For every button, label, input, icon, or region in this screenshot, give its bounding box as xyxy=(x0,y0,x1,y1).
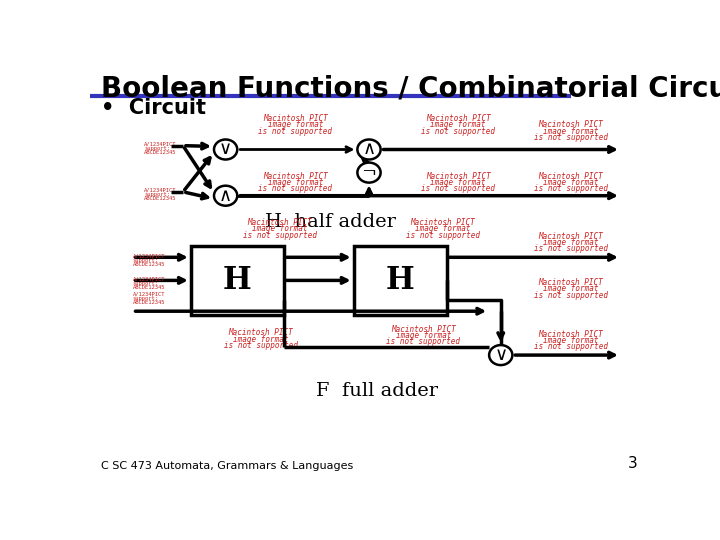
Text: support:: support: xyxy=(132,281,158,286)
Text: A/1234PICT: A/1234PICT xyxy=(132,292,165,297)
Text: F  full adder: F full adder xyxy=(316,382,438,400)
Ellipse shape xyxy=(489,345,513,365)
Ellipse shape xyxy=(214,139,238,159)
Text: ABCDE12345: ABCDE12345 xyxy=(132,300,165,306)
Text: is not supported: is not supported xyxy=(421,127,495,136)
Ellipse shape xyxy=(357,163,381,183)
Text: image format: image format xyxy=(543,285,598,294)
Ellipse shape xyxy=(357,139,381,159)
Text: is not supported: is not supported xyxy=(534,184,608,193)
Text: ABCDE12345: ABCDE12345 xyxy=(132,262,165,267)
Text: is not supported: is not supported xyxy=(258,127,333,136)
Text: ABCDE12345: ABCDE12345 xyxy=(144,197,176,201)
Text: image format: image format xyxy=(543,127,598,136)
Text: •  Circuit: • Circuit xyxy=(101,98,206,118)
Text: ABCDE12345: ABCDE12345 xyxy=(144,150,176,156)
Text: image format: image format xyxy=(268,178,323,187)
Text: image format: image format xyxy=(431,178,486,187)
Text: image format: image format xyxy=(415,225,470,233)
Ellipse shape xyxy=(214,186,238,206)
Text: support:: support: xyxy=(144,192,170,197)
Text: ∧: ∧ xyxy=(362,140,376,159)
Text: Macintosh PICT: Macintosh PICT xyxy=(263,172,328,181)
Text: image format: image format xyxy=(543,238,598,247)
Text: is not supported: is not supported xyxy=(386,337,460,346)
Text: image format: image format xyxy=(268,120,323,130)
Text: image format: image format xyxy=(543,178,598,187)
Text: is not supported: is not supported xyxy=(534,245,608,253)
Text: ∧: ∧ xyxy=(219,187,232,205)
Text: is not supported: is not supported xyxy=(534,291,608,300)
Text: Macintosh PICT: Macintosh PICT xyxy=(248,218,312,227)
Text: image format: image format xyxy=(543,336,598,345)
Text: image format: image format xyxy=(252,225,307,233)
Text: A/1234PICT: A/1234PICT xyxy=(132,276,165,281)
Text: is not supported: is not supported xyxy=(534,342,608,351)
Text: is not supported: is not supported xyxy=(243,231,317,240)
Text: 3: 3 xyxy=(627,456,637,471)
Text: A/1234PICT: A/1234PICT xyxy=(132,253,165,259)
Text: support:: support: xyxy=(132,258,158,262)
Text: is not supported: is not supported xyxy=(534,133,608,142)
Text: H: H xyxy=(386,265,415,296)
Text: Macintosh PICT: Macintosh PICT xyxy=(538,278,603,287)
Bar xyxy=(191,246,284,315)
Text: image format: image format xyxy=(431,120,486,130)
Text: Macintosh PICT: Macintosh PICT xyxy=(538,232,603,241)
Text: support:: support: xyxy=(132,296,158,301)
Text: Macintosh PICT: Macintosh PICT xyxy=(228,328,293,338)
Text: Macintosh PICT: Macintosh PICT xyxy=(426,172,490,181)
Text: Macintosh PICT: Macintosh PICT xyxy=(410,218,475,227)
Text: A/1234PICT: A/1234PICT xyxy=(144,188,176,193)
Text: is not supported: is not supported xyxy=(421,184,495,193)
Text: Macintosh PICT: Macintosh PICT xyxy=(391,325,456,334)
Text: image format: image format xyxy=(395,330,451,340)
Text: Macintosh PICT: Macintosh PICT xyxy=(538,120,603,130)
Text: Macintosh PICT: Macintosh PICT xyxy=(538,172,603,181)
Text: Boolean Functions / Combinatorial Circuits: Boolean Functions / Combinatorial Circui… xyxy=(101,75,720,103)
Text: image format: image format xyxy=(233,335,288,343)
Text: H: H xyxy=(223,265,251,296)
Bar xyxy=(354,246,446,315)
Text: Macintosh PICT: Macintosh PICT xyxy=(426,114,490,123)
Text: ∨: ∨ xyxy=(494,346,508,364)
Text: Macintosh PICT: Macintosh PICT xyxy=(538,330,603,339)
Text: ABCDE12345: ABCDE12345 xyxy=(132,285,165,290)
Text: A/1234PICT: A/1234PICT xyxy=(144,142,176,147)
Text: is not supported: is not supported xyxy=(258,184,333,193)
Text: ∨: ∨ xyxy=(219,140,232,159)
Text: support:: support: xyxy=(144,146,170,151)
Text: H  half adder: H half adder xyxy=(265,213,396,231)
Text: is not supported: is not supported xyxy=(223,341,297,350)
Text: is not supported: is not supported xyxy=(405,231,480,240)
Text: ¬: ¬ xyxy=(361,164,377,181)
Text: Macintosh PICT: Macintosh PICT xyxy=(263,114,328,123)
Text: C SC 473 Automata, Grammars & Languages: C SC 473 Automata, Grammars & Languages xyxy=(101,461,353,471)
